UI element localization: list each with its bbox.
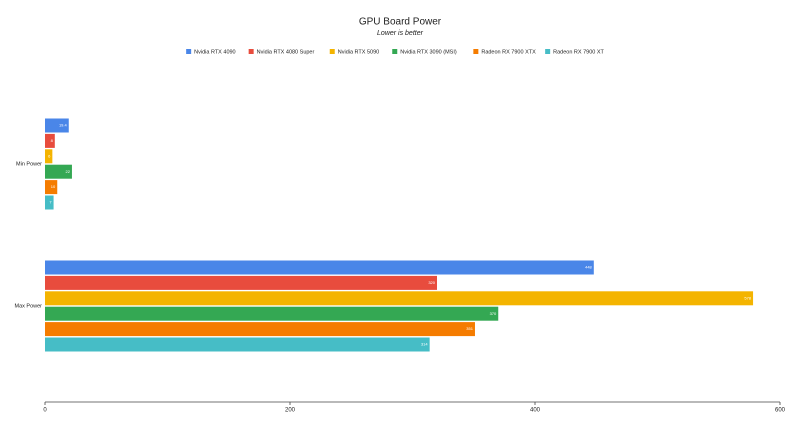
value-label: 7 (49, 200, 52, 205)
bar (45, 133, 55, 148)
legend-label: Radeon RX 7900 XT (553, 49, 604, 55)
legend-swatch (329, 49, 335, 54)
legend-swatch (248, 49, 254, 54)
chart-subtitle: Lower is better (377, 30, 424, 37)
x-tick-label: 400 (530, 408, 541, 414)
x-tick-label: 600 (775, 408, 786, 414)
bar (45, 149, 53, 164)
value-label: 22 (65, 169, 70, 174)
bar (45, 195, 54, 210)
y-tick-label: Max Power (14, 303, 42, 309)
legend-label: Nvidia RTX 3090 (MSI) (400, 49, 457, 55)
legend-swatch (186, 49, 192, 54)
chart-title: GPU Board Power (359, 17, 442, 28)
value-label: 6 (48, 153, 51, 158)
bar (45, 322, 475, 337)
legend-label: Nvidia RTX 4080 Super (257, 49, 315, 55)
legend-swatch (392, 49, 398, 54)
legend-label: Nvidia RTX 5090 (338, 49, 379, 55)
value-label: 370 (490, 311, 497, 316)
bar (45, 118, 69, 133)
value-label: 448 (585, 265, 592, 270)
bar (45, 164, 72, 179)
x-tick-label: 200 (285, 408, 296, 414)
bar (45, 260, 594, 275)
legend-label: Nvidia RTX 4090 (194, 49, 235, 55)
value-label: 8 (51, 138, 54, 143)
value-label: 351 (466, 326, 473, 331)
x-tick-label: 0 (43, 408, 47, 414)
legend-label: Radeon RX 7900 XTX (481, 49, 536, 55)
bar (45, 337, 430, 352)
legend-swatch (473, 49, 479, 54)
value-label: 10 (51, 184, 56, 189)
y-tick-label: Min Power (16, 161, 42, 167)
value-label: 320 (428, 280, 435, 285)
bar (45, 180, 58, 195)
legend-swatch (545, 49, 551, 54)
value-label: 314 (421, 342, 428, 347)
value-label: 578 (744, 295, 751, 300)
bar (45, 306, 499, 321)
bar (45, 275, 437, 290)
value-label: 19.4 (59, 123, 68, 128)
bar (45, 291, 754, 306)
